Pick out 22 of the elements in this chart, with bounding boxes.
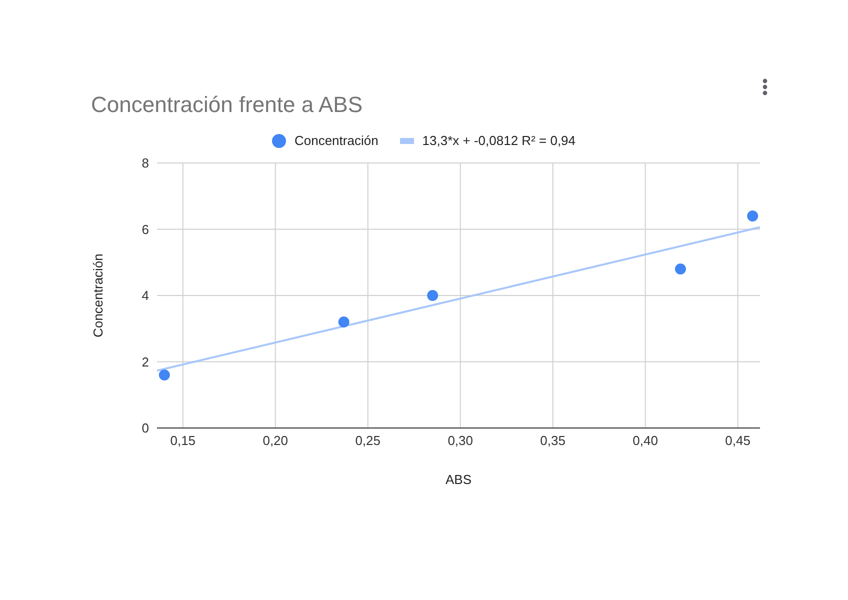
y-tick-label: 2 [142, 354, 149, 370]
legend-label: 13,3*x + -0,0812 R² = 0,94 [422, 133, 576, 148]
x-tick-label: 0,45 [725, 433, 750, 448]
x-axis-title: ABS [445, 472, 472, 487]
y-tick-label: 6 [142, 222, 149, 237]
point [427, 290, 438, 301]
x-tick-label: 0,15 [170, 433, 196, 448]
x-tick-label: 0,40 [632, 433, 658, 448]
y-tick-label: 8 [142, 156, 149, 171]
x-tick-label: 0,30 [448, 433, 474, 448]
y-tick-label: 4 [142, 288, 149, 304]
chart-title: Concentración frente a ABS [91, 92, 362, 118]
point [747, 210, 758, 222]
y-axis-title: Concentración [90, 254, 106, 338]
x-tick-label: 0,20 [262, 433, 288, 448]
point [158, 370, 170, 380]
x-tick-label: 0,35 [540, 433, 566, 448]
x-tick-label: 0,25 [355, 433, 381, 448]
y-tick-label: 0 [142, 420, 149, 436]
legend-label: Concentración [294, 133, 378, 148]
point [338, 316, 350, 328]
point [674, 264, 686, 274]
